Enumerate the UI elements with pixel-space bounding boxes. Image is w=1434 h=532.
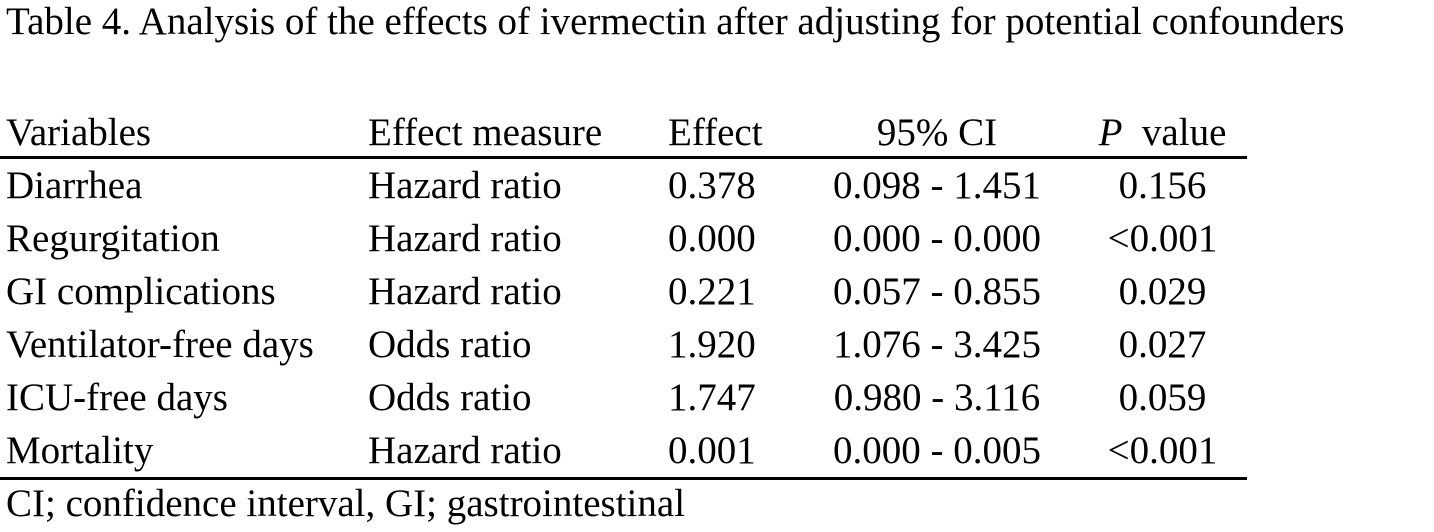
cell-p-value: 0.059 bbox=[1118, 376, 1207, 419]
table-row: ICU-free days Odds ratio 1.747 0.980 - 3… bbox=[0, 371, 1247, 424]
cell-effect-measure: Odds ratio bbox=[368, 323, 532, 366]
cell-variable: ICU-free days bbox=[6, 376, 228, 419]
cell-variable: Mortality bbox=[0, 424, 368, 480]
header-effect-measure: Effect measure bbox=[368, 108, 668, 159]
cell-effect: 0.001 bbox=[668, 424, 796, 480]
cell-ci: 0.000 - 0.005 bbox=[796, 424, 1078, 480]
table-body: Diarrhea Hazard ratio 0.378 0.098 - 1.45… bbox=[0, 158, 1247, 480]
cell-p-value: 0.156 bbox=[1118, 164, 1207, 207]
cell-ci: 0.057 - 0.855 bbox=[833, 270, 1041, 313]
table-row: Mortality Hazard ratio 0.001 0.000 - 0.0… bbox=[0, 424, 1247, 480]
header-ci: 95% CI bbox=[796, 108, 1078, 159]
table-row: GI complications Hazard ratio 0.221 0.05… bbox=[0, 265, 1247, 318]
cell-effect-measure: Hazard ratio bbox=[368, 424, 668, 480]
table-row: Ventilator-free days Odds ratio 1.920 1.… bbox=[0, 318, 1247, 371]
cell-variable: Ventilator-free days bbox=[6, 323, 314, 366]
cell-effect: 0.221 bbox=[668, 270, 756, 313]
header-variables: Variables bbox=[0, 108, 368, 159]
cell-effect: 0.378 bbox=[668, 164, 756, 207]
cell-effect-measure: Hazard ratio bbox=[368, 270, 562, 313]
cell-variable: Regurgitation bbox=[6, 217, 220, 260]
results-table-container: Variables Effect measure Effect 95% CI P… bbox=[0, 108, 1247, 480]
cell-effect: 1.747 bbox=[668, 376, 756, 419]
table-row: Regurgitation Hazard ratio 0.000 0.000 -… bbox=[0, 212, 1247, 265]
cell-p-value: <0.001 bbox=[1078, 424, 1247, 480]
header-row: Variables Effect measure Effect 95% CI P… bbox=[0, 108, 1247, 159]
cell-effect: 1.920 bbox=[668, 323, 756, 366]
table-row: Diarrhea Hazard ratio 0.378 0.098 - 1.45… bbox=[0, 158, 1247, 213]
p-label: value bbox=[1141, 110, 1227, 154]
cell-ci: 1.076 - 3.425 bbox=[833, 323, 1041, 366]
table-footnote: CI; confidence interval, GI; gastrointes… bbox=[6, 482, 686, 525]
cell-ci: 0.000 - 0.000 bbox=[833, 217, 1041, 260]
results-table: Variables Effect measure Effect 95% CI P… bbox=[0, 108, 1247, 480]
cell-effect-measure: Hazard ratio bbox=[368, 164, 562, 207]
table-caption: Table 4. Analysis of the effects of iver… bbox=[6, 0, 1345, 43]
cell-effect-measure: Hazard ratio bbox=[368, 217, 562, 260]
cell-p-value: 0.027 bbox=[1118, 323, 1207, 366]
cell-p-value: 0.029 bbox=[1118, 270, 1207, 313]
cell-ci: 0.098 - 1.451 bbox=[833, 164, 1041, 207]
header-effect: Effect bbox=[668, 108, 796, 159]
cell-effect: 0.000 bbox=[668, 217, 756, 260]
cell-variable: Diarrhea bbox=[6, 164, 143, 207]
header-p-value: P value bbox=[1078, 108, 1247, 159]
table-header: Variables Effect measure Effect 95% CI P… bbox=[0, 108, 1247, 159]
cell-ci: 0.980 - 3.116 bbox=[833, 376, 1041, 419]
p-symbol: P bbox=[1098, 110, 1123, 154]
cell-effect-measure: Odds ratio bbox=[368, 376, 532, 419]
cell-p-value: <0.001 bbox=[1107, 217, 1218, 260]
cell-variable: GI complications bbox=[6, 270, 276, 313]
